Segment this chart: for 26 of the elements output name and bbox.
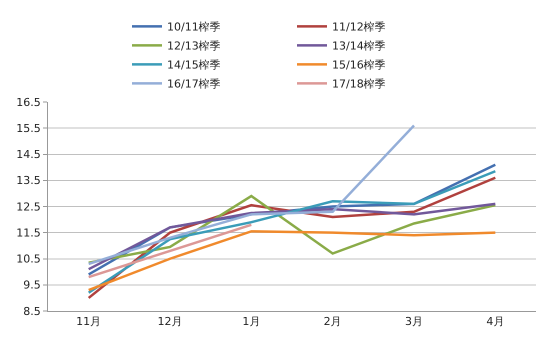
legend-label: 11/12榨季 xyxy=(332,20,386,34)
legend-label: 12/13榨季 xyxy=(167,40,221,53)
line-series xyxy=(87,202,497,270)
legend-label: 10/11榨季 xyxy=(167,20,221,34)
legend-label: 16/17榨季 xyxy=(167,78,221,91)
legend-label: 17/18榨季 xyxy=(332,78,386,91)
y-tick-label: 15.5 xyxy=(16,122,41,135)
y-tick-label: 14.5 xyxy=(16,148,41,162)
legend-label: 13/14榨季 xyxy=(332,40,386,53)
x-tick-label: 3月 xyxy=(405,315,423,328)
x-tick-label: 2月 xyxy=(324,315,342,328)
legend-label: 14/15榨季 xyxy=(167,58,221,72)
legend-label: 15/16榨季 xyxy=(332,58,386,72)
x-tick-label: 4月 xyxy=(486,315,504,328)
x-tick-label: 11月 xyxy=(76,315,102,328)
y-tick-label: 11.5 xyxy=(16,226,41,240)
line-series xyxy=(87,230,497,292)
x-tick-label: 1月 xyxy=(242,315,260,328)
y-tick-label: 12.5 xyxy=(16,200,41,214)
y-tick-label: 9.5 xyxy=(23,278,41,292)
line-series xyxy=(87,124,416,266)
x-tick-label: 12月 xyxy=(158,315,182,328)
y-tick-label: 16.5 xyxy=(16,96,41,109)
y-tick-label: 10.5 xyxy=(16,252,41,266)
y-tick-label: 8.5 xyxy=(23,304,41,318)
y-tick-label: 13.5 xyxy=(16,174,41,188)
